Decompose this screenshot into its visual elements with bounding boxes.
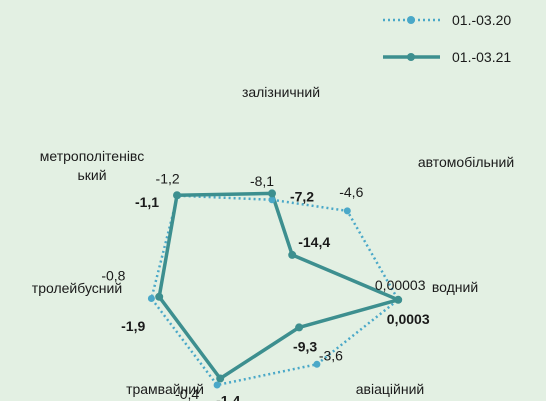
category-label-water: водний — [432, 279, 478, 295]
category-label-metro: метрополітенівс ький — [40, 148, 144, 183]
point-01-03-20-2 — [343, 207, 351, 215]
data-label-01-03-21-6: -1,9 — [121, 318, 145, 334]
category-label-aviation: авіаційний — [356, 381, 424, 397]
category-label-metro-line-1: метрополітенівс — [40, 148, 144, 164]
legend-label-series-2: 01.-03.21 — [452, 49, 511, 65]
series-line-01-03-21 — [157, 191, 400, 381]
point-01-03-21-2 — [288, 250, 297, 259]
series-points-01-03-20 — [147, 192, 402, 389]
data-label-01-03-20-3: 0,00003 — [375, 277, 426, 293]
point-01-03-20-6 — [147, 295, 155, 302]
point-01-03-21-7 — [173, 191, 181, 200]
point-01-03-20-4 — [313, 360, 321, 368]
data-labels-01-03-21: -7,2 -14,4 0,0003 -9,3 -1,4 -1,9 -1,1 — [121, 188, 430, 401]
legend-marker-series-2 — [407, 53, 415, 61]
point-01-03-21-6 — [155, 292, 164, 301]
data-label-01-03-20-1: -8,1 — [250, 173, 274, 189]
data-label-01-03-21-2: -14,4 — [298, 234, 330, 250]
category-label-trolleybus: тролейбусний — [32, 280, 122, 296]
point-01-03-21-4 — [295, 323, 304, 332]
legend-label-series-1: 01.-03.20 — [452, 12, 511, 28]
legend-marker-series-1 — [407, 16, 415, 24]
data-label-01-03-21-5: -1,4 — [216, 393, 240, 401]
data-label-01-03-21-7: -1,1 — [135, 194, 159, 210]
category-label-automobile: автомобільний — [418, 154, 514, 170]
data-label-01-03-20-7: -1,2 — [156, 171, 180, 187]
point-01-03-20-5 — [213, 381, 221, 389]
category-labels: залізничний автомобільний водний авіацій… — [32, 84, 514, 397]
data-label-01-03-20-2: -4,6 — [339, 184, 363, 200]
legend-item-series-2: 01.-03.21 — [383, 49, 511, 65]
point-01-03-20-1 — [268, 196, 276, 204]
data-label-01-03-21-4: -9,3 — [293, 338, 317, 354]
data-label-01-03-20-4: -3,6 — [319, 347, 343, 363]
point-01-03-21-1 — [268, 189, 276, 198]
category-label-metro-line-2: ький — [77, 167, 106, 183]
series-line-01-03-20 — [150, 194, 400, 387]
series-points-01-03-21 — [155, 189, 403, 383]
data-labels-01-03-20: -8,1 -4,6 0,00003 -3,6 -0,4 -0,8 -1,2 — [101, 171, 425, 401]
data-label-01-03-20-5: -0,4 — [175, 386, 199, 401]
category-label-railway: залізничний — [242, 84, 320, 100]
data-label-01-03-20-6: -0,8 — [101, 268, 125, 284]
point-01-03-21-5 — [216, 374, 225, 383]
point-01-03-21-3 — [394, 295, 403, 304]
data-label-01-03-21-3: 0,0003 — [387, 311, 430, 327]
legend: 01.-03.20 01.-03.21 — [383, 12, 511, 65]
legend-item-series-1: 01.-03.20 — [383, 12, 511, 28]
data-label-01-03-21-1: -7,2 — [290, 188, 314, 204]
category-label-tram: трамвайний — [126, 381, 204, 397]
